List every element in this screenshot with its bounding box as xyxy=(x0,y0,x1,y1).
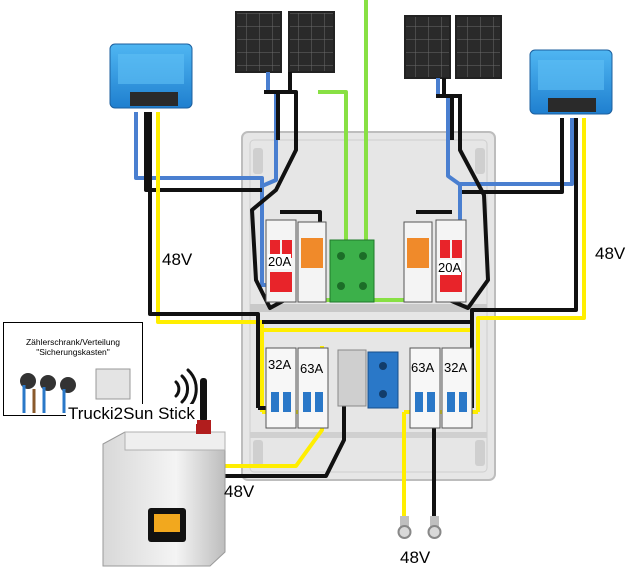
label-48v-inverter: 48V xyxy=(224,482,255,501)
mppt-controller-icon xyxy=(109,43,613,115)
ring-terminal-icon xyxy=(397,516,442,539)
label-trucki2sun-stick: Trucki2Sun Stick xyxy=(66,404,197,424)
solar-panel-icon xyxy=(235,11,502,79)
current-clamp-icon xyxy=(20,368,131,413)
surge-protector-right xyxy=(403,221,433,303)
surge-protector-left xyxy=(297,221,327,303)
breaker-63a-left xyxy=(297,347,329,429)
label-breaker-20a-right: 20A xyxy=(438,260,462,275)
breaker-32a-right xyxy=(441,347,473,429)
label-breaker-32a-left: 32A xyxy=(268,357,292,372)
label-48v-bottom: 48V xyxy=(400,548,431,567)
blue-terminal-block xyxy=(367,351,399,409)
grey-terminal-block xyxy=(337,349,367,407)
breaker-32a-left xyxy=(265,347,297,429)
breaker-63a-right xyxy=(409,347,441,429)
label-breaker-63a-right: 63A xyxy=(411,360,435,375)
ground-terminal-block xyxy=(329,239,375,303)
label-breaker-20a-left: 20A xyxy=(268,254,292,269)
label-breaker-32a-right: 32A xyxy=(444,360,468,375)
meter-title-line1: Zählerschrank/Verteilung xyxy=(25,337,121,347)
label-48v-left: 48V xyxy=(162,250,193,269)
antenna-icon xyxy=(196,378,211,434)
meter-title-line2: "Sicherungskasten" xyxy=(36,347,110,357)
label-breaker-63a-left: 63A xyxy=(300,361,324,376)
label-48v-right: 48V xyxy=(595,244,626,263)
inverter-icon xyxy=(102,431,226,567)
meter-cabinet-panel: Zählerschrank/Verteilung "Sicherungskast… xyxy=(3,322,143,416)
